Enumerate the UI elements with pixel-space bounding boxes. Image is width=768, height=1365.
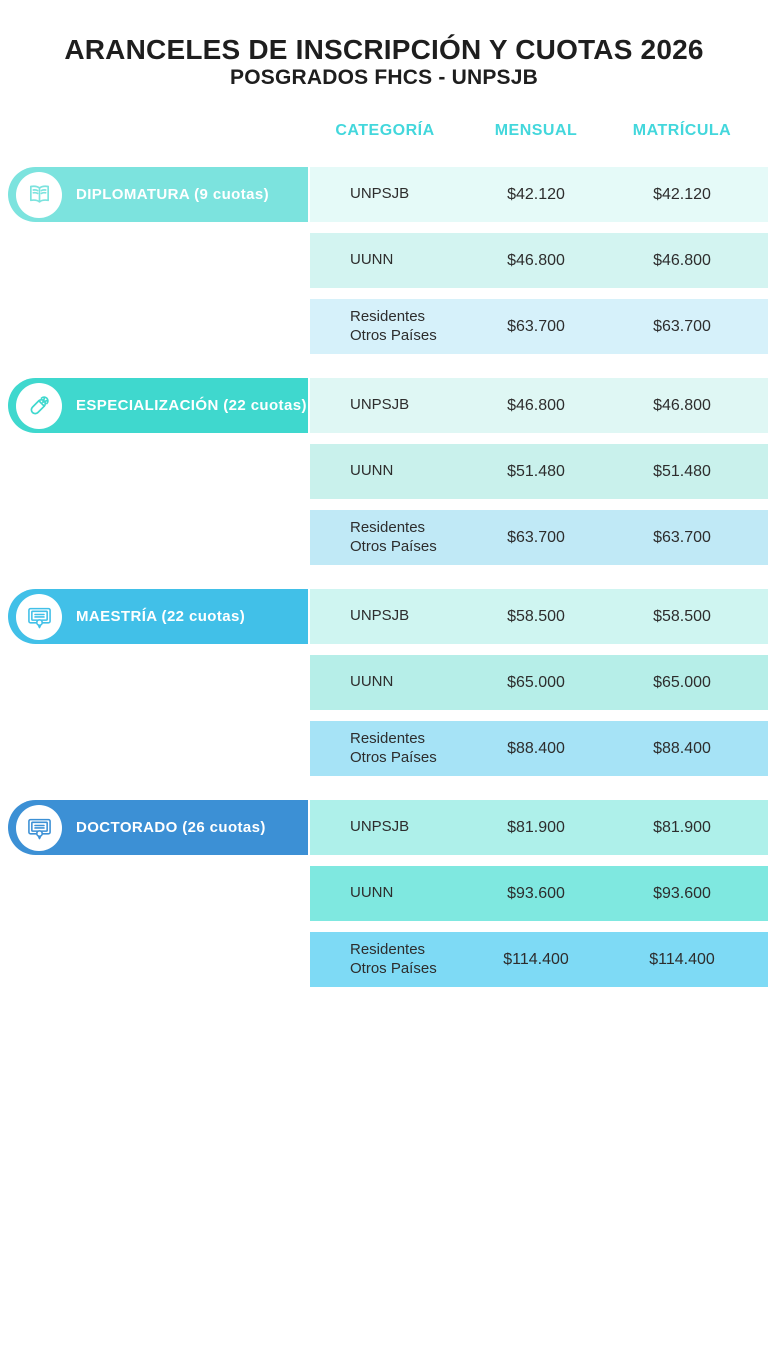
category-cell: UNPSJB: [350, 396, 410, 414]
table-row: UUNN $65.000 $65.000: [310, 655, 768, 710]
mensual-cell: $46.800: [507, 251, 565, 269]
table-row: Residentes Otros Países $114.400 $114.40…: [310, 932, 768, 987]
mensual-cell: $51.480: [507, 462, 565, 480]
table-row: UNPSJB $58.500 $58.500: [310, 589, 768, 644]
category-cell: Residentes Otros Países: [350, 518, 437, 555]
column-headers: CATEGORÍA MENSUAL MATRÍCULA: [310, 122, 768, 140]
matricula-cell: $65.000: [653, 673, 711, 691]
table-row: UNPSJB $46.800 $46.800: [310, 378, 768, 433]
section-label: DOCTORADO (26 cuotas): [76, 819, 266, 836]
matricula-cell: $51.480: [653, 462, 711, 480]
mensual-cell: $114.400: [503, 950, 569, 968]
matricula-cell: $93.600: [653, 884, 711, 902]
column-header-mensual: MENSUAL: [494, 122, 578, 139]
table-row: Residentes Otros Países $63.700 $63.700: [310, 510, 768, 565]
mensual-cell: $65.000: [507, 673, 565, 691]
table-row: UNPSJB $42.120 $42.120: [310, 167, 768, 222]
page-title: ARANCELES DE INSCRIPCIÓN Y CUOTAS 2026: [64, 34, 704, 65]
table-row: Residentes Otros Países $88.400 $88.400: [310, 721, 768, 776]
matricula-cell: $46.800: [653, 251, 711, 269]
matricula-cell: $88.400: [653, 739, 711, 757]
category-cell: UUNN: [350, 673, 394, 691]
category-cell: Residentes Otros Países: [350, 940, 437, 977]
category-cell: Residentes Otros Países: [350, 307, 437, 344]
matricula-cell: $58.500: [653, 607, 711, 625]
category-cell: UUNN: [350, 251, 394, 269]
section-icon-circle: [16, 382, 62, 429]
section-icon-circle: [16, 171, 62, 218]
mensual-cell: $58.500: [507, 607, 565, 625]
table-row: UUNN $93.600 $93.600: [310, 866, 768, 921]
table-row: Residentes Otros Países $63.700 $63.700: [310, 299, 768, 354]
matricula-cell: $46.800: [653, 396, 711, 414]
category-cell: UNPSJB: [350, 185, 410, 203]
certificate-icon: [26, 814, 53, 841]
section-icon-circle: [16, 804, 62, 851]
mensual-cell: $63.700: [507, 317, 565, 335]
matricula-cell: $63.700: [653, 528, 711, 546]
diploma-scroll-icon: [26, 392, 53, 419]
category-cell: UNPSJB: [350, 818, 410, 836]
mensual-cell: $88.400: [507, 739, 565, 757]
section-icon-circle: [16, 593, 62, 640]
mensual-cell: $42.120: [507, 185, 565, 203]
table-row: UUNN $51.480 $51.480: [310, 444, 768, 499]
category-cell: UUNN: [350, 884, 394, 902]
matricula-cell: $63.700: [653, 317, 711, 335]
section-header-bar: DIPLOMATURA (9 cuotas): [8, 167, 308, 222]
table-row: UUNN $46.800 $46.800: [310, 233, 768, 288]
page-subtitle: POSGRADOS FHCS - UNPSJB: [230, 66, 538, 89]
section-label: ESPECIALIZACIÓN (22 cuotas): [76, 397, 307, 414]
program-section: DIPLOMATURA (9 cuotas) UNPSJB $42.120 $4…: [0, 167, 768, 355]
section-rows: UNPSJB $81.900 $81.900 UUNN $93.600 $93.…: [310, 800, 768, 987]
section-rows: UNPSJB $58.500 $58.500 UUNN $65.000 $65.…: [310, 589, 768, 776]
matricula-cell: $42.120: [653, 185, 711, 203]
category-cell: UNPSJB: [350, 607, 410, 625]
category-cell: Residentes Otros Países: [350, 729, 437, 766]
section-header-bar: MAESTRÍA (22 cuotas): [8, 589, 308, 644]
section-header-bar: ESPECIALIZACIÓN (22 cuotas): [8, 378, 308, 433]
program-section: DOCTORADO (26 cuotas) UNPSJB $81.900 $81…: [0, 800, 768, 988]
mensual-cell: $63.700: [507, 528, 565, 546]
table-row: UNPSJB $81.900 $81.900: [310, 800, 768, 855]
column-header-categoria: CATEGORÍA: [335, 122, 435, 139]
mensual-cell: $93.600: [507, 884, 565, 902]
matricula-cell: $81.900: [653, 818, 711, 836]
section-rows: UNPSJB $42.120 $42.120 UUNN $46.800 $46.…: [310, 167, 768, 354]
certificate-icon: [26, 603, 53, 630]
section-label: DIPLOMATURA (9 cuotas): [76, 186, 269, 203]
column-header-matricula: MATRÍCULA: [632, 122, 732, 139]
mensual-cell: $46.800: [507, 396, 565, 414]
matricula-cell: $114.400: [649, 950, 715, 968]
program-section: ESPECIALIZACIÓN (22 cuotas) UNPSJB $46.8…: [0, 378, 768, 566]
section-rows: UNPSJB $46.800 $46.800 UUNN $51.480 $51.…: [310, 378, 768, 565]
mensual-cell: $81.900: [507, 818, 565, 836]
section-label: MAESTRÍA (22 cuotas): [76, 608, 246, 625]
program-section: MAESTRÍA (22 cuotas) UNPSJB $58.500 $58.…: [0, 589, 768, 777]
open-book-icon: [26, 181, 53, 208]
category-cell: UUNN: [350, 462, 394, 480]
section-header-bar: DOCTORADO (26 cuotas): [8, 800, 308, 855]
